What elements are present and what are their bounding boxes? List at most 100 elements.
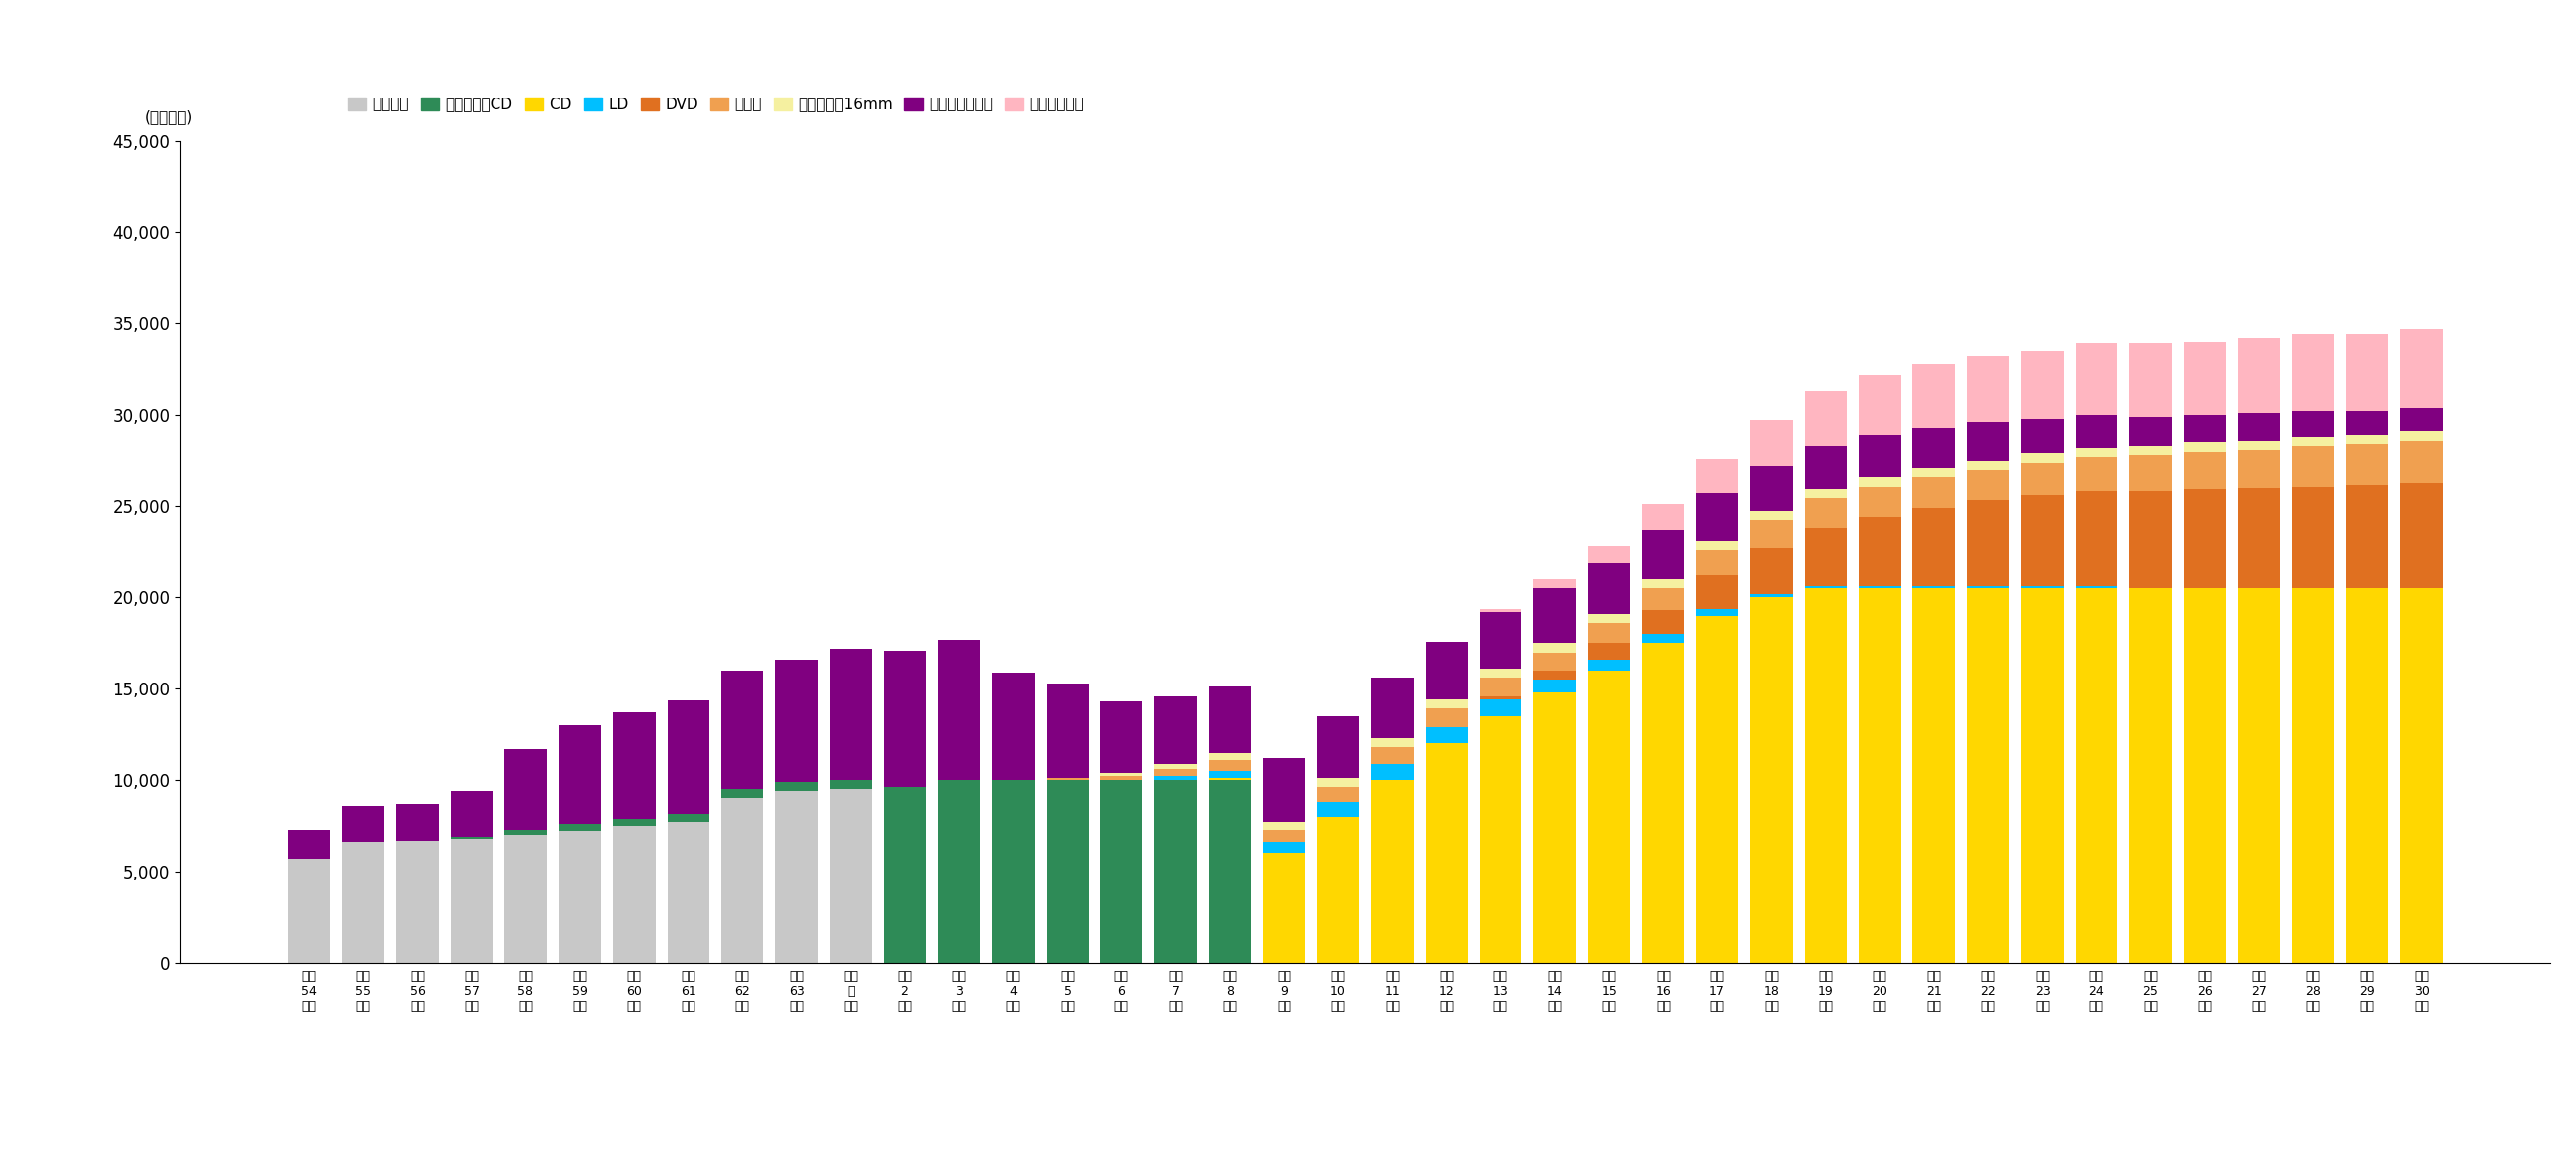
Bar	[1587, 562, 1631, 614]
Bar	[1914, 477, 1955, 508]
Bar	[2184, 342, 2226, 414]
Bar	[289, 858, 330, 963]
Bar	[1425, 709, 1468, 727]
Bar	[2293, 411, 2334, 437]
Bar	[992, 780, 1036, 963]
Bar	[938, 640, 981, 780]
Bar	[1860, 517, 1901, 587]
Bar	[2239, 588, 2280, 963]
Bar	[2401, 329, 2442, 407]
Bar	[1533, 653, 1577, 670]
Bar	[1208, 778, 1252, 780]
Bar	[1046, 780, 1090, 963]
Bar	[1154, 696, 1198, 763]
Bar	[1533, 693, 1577, 963]
Bar	[2401, 588, 2442, 963]
Bar	[1533, 588, 1577, 643]
Bar	[667, 814, 708, 822]
Bar	[1641, 610, 1685, 634]
Bar	[1914, 588, 1955, 963]
Bar	[2239, 413, 2280, 440]
Bar	[2022, 453, 2063, 463]
Bar	[2401, 440, 2442, 483]
Bar	[1860, 375, 1901, 434]
Bar	[884, 788, 925, 963]
Bar	[2293, 437, 2334, 446]
Bar	[1370, 780, 1414, 963]
Bar	[721, 789, 762, 798]
Bar	[1695, 615, 1739, 963]
Bar	[451, 838, 492, 963]
Bar	[1860, 588, 1901, 963]
Bar	[2022, 495, 2063, 587]
Bar	[1968, 587, 2009, 588]
Bar	[2401, 483, 2442, 588]
Bar	[2076, 414, 2117, 447]
Bar	[938, 780, 981, 963]
Bar	[1749, 512, 1793, 521]
Bar	[2401, 407, 2442, 431]
Bar	[559, 831, 600, 963]
Bar	[1749, 420, 1793, 466]
Bar	[667, 701, 708, 814]
Bar	[397, 804, 438, 841]
Bar	[2076, 447, 2117, 457]
Bar	[613, 713, 654, 818]
Bar	[1749, 466, 1793, 512]
Bar	[1587, 623, 1631, 643]
Bar	[1425, 641, 1468, 700]
Bar	[1370, 747, 1414, 763]
Bar	[2239, 440, 2280, 450]
Bar	[505, 749, 546, 829]
Bar	[1587, 660, 1631, 670]
Bar	[1370, 738, 1414, 747]
Bar	[1316, 802, 1360, 817]
Bar	[1860, 434, 1901, 477]
Bar	[1533, 579, 1577, 588]
Bar	[1154, 763, 1198, 769]
Bar	[2293, 335, 2334, 411]
Bar	[775, 791, 817, 963]
Bar	[829, 648, 871, 780]
Bar	[1806, 490, 1847, 499]
Bar	[1695, 575, 1739, 608]
Bar	[2076, 588, 2117, 963]
Bar	[1425, 700, 1468, 709]
Bar	[1425, 743, 1468, 963]
Bar	[1641, 588, 1685, 610]
Bar	[1914, 508, 1955, 587]
Bar	[1641, 529, 1685, 579]
Bar	[2184, 588, 2226, 963]
Bar	[2293, 486, 2334, 588]
Bar	[1587, 643, 1631, 660]
Bar	[1100, 772, 1144, 776]
Bar	[1806, 588, 1847, 963]
Bar	[1641, 505, 1685, 529]
Bar	[1968, 470, 2009, 500]
Bar	[1479, 669, 1522, 677]
Bar	[1154, 769, 1198, 776]
Bar	[1479, 677, 1522, 696]
Bar	[1968, 357, 2009, 423]
Bar	[1316, 778, 1360, 788]
Bar	[1749, 594, 1793, 598]
Bar	[1262, 842, 1306, 853]
Bar	[1208, 753, 1252, 760]
Bar	[1860, 587, 1901, 588]
Bar	[1695, 493, 1739, 541]
Bar	[992, 673, 1036, 780]
Bar	[2347, 335, 2388, 411]
Bar	[397, 841, 438, 963]
Bar	[1208, 687, 1252, 753]
Bar	[1262, 853, 1306, 963]
Bar	[1208, 771, 1252, 778]
Bar	[2076, 344, 2117, 414]
Bar	[1749, 548, 1793, 594]
Bar	[1806, 499, 1847, 528]
Bar	[1860, 486, 1901, 517]
Bar	[2347, 411, 2388, 434]
Bar	[1533, 680, 1577, 693]
Bar	[884, 650, 925, 788]
Bar	[2239, 450, 2280, 488]
Bar	[1587, 670, 1631, 963]
